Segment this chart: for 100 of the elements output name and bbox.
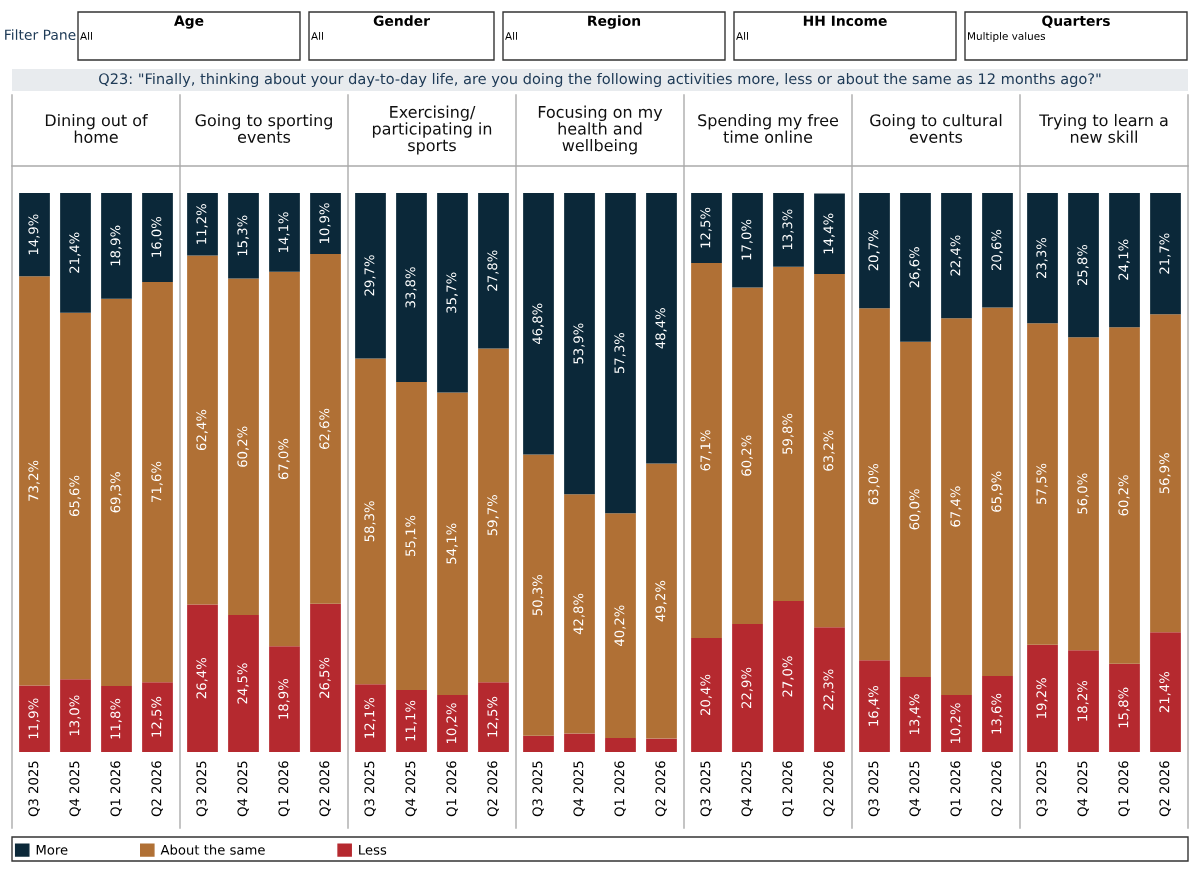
text: Age <box>174 15 204 29</box>
bar <box>310 603 341 752</box>
legend-label: More <box>36 845 68 855</box>
bar <box>605 738 636 752</box>
legend-label: Less <box>359 845 387 855</box>
data-label: 15,8% <box>1118 687 1130 728</box>
bar <box>101 686 132 752</box>
bar <box>1109 193 1140 328</box>
chart-title: Going to cultural events <box>870 113 1002 143</box>
bar <box>605 513 636 739</box>
data-label: 59,7% <box>487 495 499 536</box>
bar <box>437 694 468 752</box>
data-label: 67,4% <box>950 486 962 527</box>
chart-title: Spending my free time online <box>698 113 838 143</box>
bar <box>732 623 763 752</box>
bar <box>941 694 972 752</box>
data-label: 26,4% <box>196 657 208 699</box>
bar <box>478 193 509 349</box>
data-label: 60,2% <box>741 435 753 476</box>
data-label: 18,2% <box>1077 680 1089 721</box>
bar <box>646 463 677 739</box>
data-label: 12,1% <box>364 697 376 738</box>
data-label: 60,2% <box>1118 475 1130 516</box>
x-tick-label: Q4 2025 <box>405 761 417 817</box>
data-label: 69,3% <box>110 472 122 513</box>
text: Region <box>588 15 641 29</box>
data-label: 54,1% <box>446 523 458 564</box>
text: Q23: "Finally, thinking about your day-to-day life, are you doing the following activities more, less or about the same as 12 months ago?" <box>99 72 1101 88</box>
bar <box>814 627 845 752</box>
data-label: 13,3% <box>782 209 794 250</box>
bar <box>1068 337 1099 651</box>
bar <box>101 298 132 687</box>
bar <box>269 271 300 647</box>
data-label: 62,4% <box>196 409 208 451</box>
text: All <box>505 31 517 40</box>
x-tick-label: Q3 2025 <box>532 761 544 817</box>
x-tick-label: Q1 2026 <box>782 761 794 817</box>
data-label: 12,5% <box>487 696 499 737</box>
bar <box>1068 193 1099 338</box>
bar <box>523 193 554 455</box>
bar <box>355 684 386 752</box>
data-label: 18,9% <box>110 225 122 266</box>
bar <box>19 685 50 752</box>
data-label: 71,6% <box>151 461 163 502</box>
data-label: 48,4% <box>655 308 667 349</box>
bar <box>187 604 218 752</box>
data-label: 60,0% <box>909 489 921 530</box>
x-tick-label: Q3 2025 <box>28 761 40 817</box>
bar <box>564 193 595 495</box>
x-tick-label: Q4 2025 <box>237 761 249 817</box>
data-label: 57,5% <box>1036 463 1048 504</box>
bar <box>859 660 890 752</box>
data-label: 22,3% <box>823 669 835 710</box>
x-tick-label: Q3 2025 <box>364 761 376 817</box>
bar <box>19 193 50 277</box>
bar <box>310 193 341 254</box>
data-label: 13,4% <box>909 694 921 735</box>
data-label: 13,0% <box>69 695 81 736</box>
bar <box>355 358 386 685</box>
text: Quarters <box>1042 15 1110 28</box>
bar <box>523 454 554 736</box>
data-label: 14,9% <box>28 214 40 255</box>
text: Gender <box>373 15 430 27</box>
text: HH Income <box>803 15 887 27</box>
bar <box>523 735 554 752</box>
bar <box>691 262 722 638</box>
data-label: 11,2% <box>196 204 208 244</box>
data-label: 46,8% <box>532 303 544 345</box>
bar <box>1109 663 1140 752</box>
data-label: 35,7% <box>446 272 458 313</box>
x-tick-label: Q1 2026 <box>446 761 458 817</box>
data-label: 16,4% <box>868 685 880 726</box>
x-tick-label: Q2 2026 <box>319 761 331 817</box>
x-tick-label: Q4 2025 <box>573 761 585 817</box>
data-label: 12,5% <box>151 696 163 737</box>
bar <box>437 392 468 695</box>
text: All <box>311 31 323 40</box>
data-label: 15,3% <box>237 215 249 256</box>
x-tick-label: Q3 2025 <box>868 761 880 817</box>
bar <box>396 381 427 690</box>
bar <box>228 278 259 616</box>
bar <box>982 193 1013 308</box>
bar <box>355 193 386 359</box>
x-tick-label: Q2 2026 <box>655 761 667 817</box>
x-tick-label: Q3 2025 <box>1036 761 1048 817</box>
data-label: 13,6% <box>991 693 1003 734</box>
data-label: 59,8% <box>782 413 794 454</box>
data-label: 20,6% <box>991 229 1003 271</box>
x-tick-label: Q1 2026 <box>614 761 626 817</box>
bar <box>564 494 595 734</box>
bar <box>732 193 763 288</box>
bar <box>228 193 259 279</box>
bar <box>941 193 972 319</box>
bar <box>773 193 804 267</box>
data-label: 18,9% <box>278 678 290 719</box>
bar <box>269 646 300 752</box>
data-label: 57,3% <box>614 332 626 374</box>
data-label: 16,0% <box>151 216 163 257</box>
data-label: 40,2% <box>614 605 626 646</box>
chart-title: Exercising/ participating in sports <box>372 105 492 155</box>
